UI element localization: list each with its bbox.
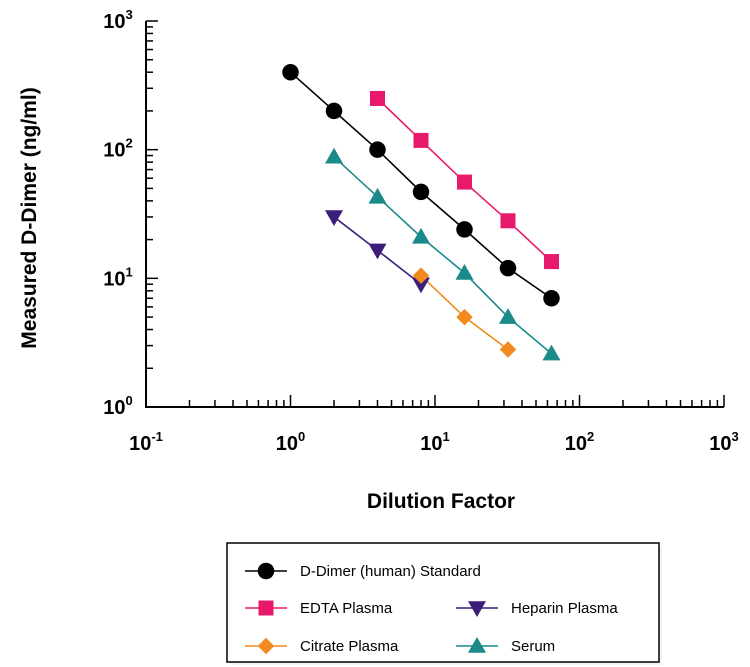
- x-tick-label: 103: [709, 429, 738, 455]
- legend-label: Heparin Plasma: [511, 600, 618, 617]
- data-point: [499, 259, 517, 277]
- tick-base: 10: [103, 140, 125, 162]
- data-point: [500, 213, 516, 229]
- data-point: [369, 141, 386, 158]
- data-point: [411, 227, 430, 244]
- data-point: [369, 90, 385, 106]
- legend-label: D-Dimer (human) Standard: [300, 563, 481, 580]
- tick-base: 10: [103, 268, 125, 290]
- data-point: [543, 290, 560, 307]
- y-tick-label: 101: [103, 264, 132, 290]
- data-point: [455, 264, 474, 280]
- tick-base: 10: [420, 433, 442, 455]
- tick-exponent: 2: [587, 429, 594, 444]
- data-point: [499, 341, 517, 358]
- legend-label: EDTA Plasma: [300, 600, 393, 617]
- legend-marker: [468, 637, 486, 653]
- legend-label: Citrate Plasma: [300, 638, 399, 655]
- legend-item: EDTA Plasma: [245, 600, 393, 617]
- data-point: [325, 102, 343, 120]
- tick-base: 10: [103, 11, 125, 33]
- tick-base: 10: [565, 433, 587, 455]
- legend-marker: [257, 562, 275, 580]
- tick-exponent: 2: [126, 136, 133, 151]
- y-tick-label: 102: [103, 136, 132, 162]
- tick-exponent: 3: [126, 7, 133, 22]
- legend-label: Serum: [511, 638, 555, 655]
- data-point: [412, 183, 430, 201]
- x-tick-label: 101: [420, 429, 449, 455]
- y-tick-label: 103: [103, 7, 132, 33]
- legend-item: D-Dimer (human) Standard: [245, 562, 481, 580]
- tick-exponent: -1: [151, 429, 163, 444]
- data-point: [282, 63, 299, 81]
- series-line-4: [333, 156, 553, 355]
- data-point: [324, 210, 343, 226]
- tick-exponent: 0: [298, 429, 305, 444]
- legend-item: Serum: [456, 637, 555, 655]
- data-point: [413, 132, 429, 148]
- x-tick-label: 10-1: [129, 429, 163, 455]
- axes: [145, 21, 724, 408]
- tick-base: 10: [709, 433, 731, 455]
- x-tick-label: 100: [276, 429, 305, 455]
- tick-exponent: 1: [443, 429, 450, 444]
- legend-item: Citrate Plasma: [245, 637, 399, 655]
- tick-exponent: 3: [732, 429, 739, 444]
- legend-box: [226, 542, 660, 663]
- data-point: [498, 308, 517, 324]
- data-point: [456, 174, 472, 190]
- data-point: [456, 221, 473, 238]
- tick-base: 10: [103, 397, 125, 419]
- data-point: [412, 267, 430, 284]
- tick-exponent: 0: [126, 393, 133, 408]
- y-axis-label: Measured D-Dimer (ng/ml): [18, 87, 41, 348]
- legend: D-Dimer (human) Standard EDTA Plasma Hepar…: [226, 542, 662, 665]
- x-tick-label: 102: [565, 429, 594, 455]
- data-point: [368, 243, 387, 260]
- legend-marker: [468, 601, 486, 617]
- data-point: [542, 344, 561, 361]
- data-point: [543, 254, 559, 270]
- data-point: [411, 277, 430, 294]
- x-axis-label: Dilution Factor: [367, 490, 515, 513]
- tick-base: 10: [276, 433, 298, 455]
- data-point: [368, 187, 387, 204]
- legend-item: Heparin Plasma: [456, 600, 618, 617]
- legend-marker: [257, 637, 275, 655]
- legend-marker: [258, 600, 274, 616]
- tick-base: 10: [129, 433, 151, 455]
- series-markers: [282, 63, 561, 361]
- y-tick-label: 100: [103, 393, 132, 419]
- data-point: [324, 147, 343, 164]
- tick-exponent: 1: [126, 264, 133, 279]
- data-point: [456, 308, 473, 326]
